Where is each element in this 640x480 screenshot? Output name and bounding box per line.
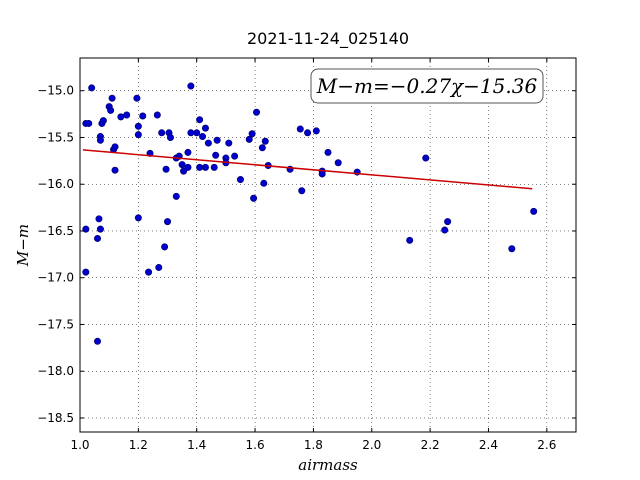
data-point <box>172 192 180 200</box>
data-point <box>164 218 172 226</box>
data-point <box>94 234 102 242</box>
data-point <box>180 167 188 175</box>
y-tick-label: −18.0 <box>37 364 74 378</box>
x-tick-label: 2.4 <box>479 438 498 452</box>
data-point <box>134 122 142 130</box>
data-point <box>204 139 212 147</box>
fit-line <box>82 149 533 190</box>
data-point <box>95 215 103 223</box>
data-point <box>117 113 125 121</box>
data-point <box>187 129 195 137</box>
data-point <box>199 133 207 141</box>
data-point <box>530 207 538 215</box>
data-point <box>155 263 163 271</box>
chart-title: 2021-11-24_025140 <box>247 29 409 49</box>
x-tick-label: 2.2 <box>421 438 440 452</box>
data-point <box>196 116 204 124</box>
data-point <box>123 111 131 119</box>
data-point <box>158 129 166 137</box>
data-point <box>85 119 93 127</box>
x-tick-label: 1.6 <box>246 438 265 452</box>
data-point <box>82 268 90 276</box>
data-point <box>318 170 326 178</box>
x-tick-label: 1.4 <box>187 438 206 452</box>
data-point <box>248 130 256 138</box>
data-point <box>312 127 320 135</box>
data-point <box>250 194 258 202</box>
data-point <box>111 166 119 174</box>
data-point <box>145 268 153 276</box>
y-tick-label: −15.5 <box>37 130 74 144</box>
y-axis-label: M−m <box>14 224 32 267</box>
data-point <box>108 94 116 102</box>
data-point <box>422 154 430 162</box>
plot-frame <box>79 57 577 433</box>
data-point <box>324 148 332 156</box>
data-point <box>444 218 452 226</box>
data-point <box>508 245 516 253</box>
y-tick-label: −18.5 <box>37 411 74 425</box>
data-point <box>201 124 209 132</box>
x-tick-label: 2.6 <box>537 438 556 452</box>
data-point <box>231 152 239 160</box>
data-point <box>260 179 268 187</box>
x-tick-label: 1.2 <box>129 438 148 452</box>
data-point <box>298 187 306 195</box>
equation-annotation: M−m=−0.27χ−15.36 <box>310 68 544 104</box>
data-point <box>99 117 107 125</box>
data-point <box>178 161 186 169</box>
data-point <box>406 236 414 244</box>
data-point <box>82 225 90 233</box>
data-point <box>134 131 142 139</box>
data-point <box>236 176 244 184</box>
data-point <box>184 163 192 171</box>
data-point <box>196 163 204 171</box>
data-point <box>96 225 104 233</box>
data-point <box>193 129 201 137</box>
data-point <box>96 136 104 144</box>
data-point <box>253 108 261 116</box>
y-tick-label: −17.5 <box>37 317 74 331</box>
data-point <box>187 82 195 90</box>
data-point <box>139 112 147 120</box>
data-point <box>134 214 142 222</box>
data-point <box>210 163 218 171</box>
data-point <box>162 165 170 173</box>
data-point <box>201 163 209 171</box>
data-point <box>153 111 161 119</box>
data-point <box>94 337 102 345</box>
data-point <box>88 84 96 92</box>
data-point <box>161 243 169 251</box>
y-tick-label: −16.0 <box>37 177 74 191</box>
data-point <box>225 139 233 147</box>
x-tick-label: 1.0 <box>70 438 89 452</box>
data-point <box>304 129 312 137</box>
y-tick-label: −15.0 <box>37 84 74 98</box>
data-point <box>107 106 115 114</box>
data-point <box>212 151 220 159</box>
data-point <box>261 137 269 145</box>
data-point <box>441 226 449 234</box>
data-point <box>213 136 221 144</box>
data-point <box>296 125 304 133</box>
axis-ticks: 1.0 1.2 1.4 1.6 1.8 2.0 2.2 2.4 2.6 −15.0 −15.5 −16… <box>37 58 576 452</box>
annotation-text: M−m=−0.27χ−15.36 <box>316 74 538 98</box>
data-point <box>258 144 266 152</box>
data-point <box>133 94 141 102</box>
data-points <box>82 82 538 345</box>
data-point <box>334 159 342 167</box>
data-point <box>184 148 192 156</box>
annotation-box <box>310 68 544 104</box>
y-tick-label: −17.0 <box>37 271 74 285</box>
x-axis-label: airmass <box>298 456 358 474</box>
data-point <box>111 143 119 151</box>
y-tick-label: −16.5 <box>37 224 74 238</box>
x-tick-label: 2.0 <box>362 438 381 452</box>
data-point <box>245 135 253 143</box>
data-point <box>166 133 174 141</box>
x-tick-label: 1.8 <box>304 438 323 452</box>
